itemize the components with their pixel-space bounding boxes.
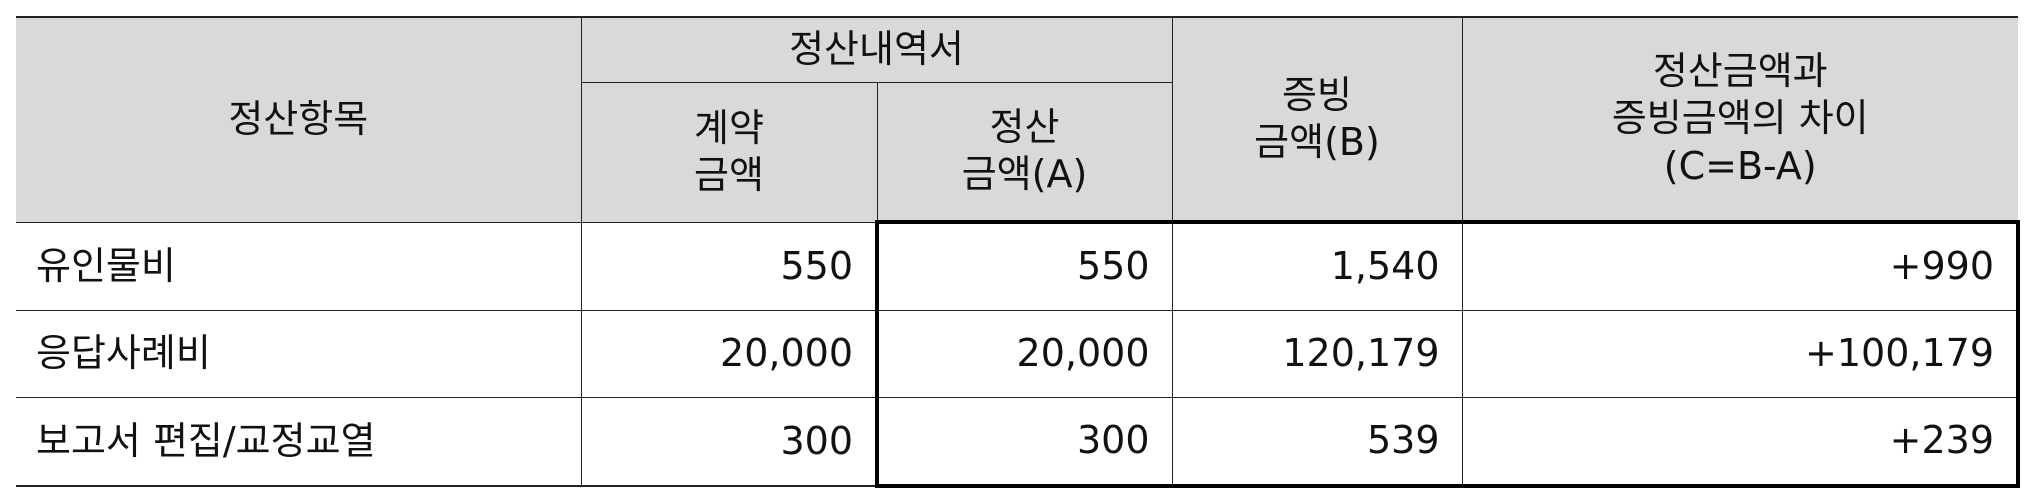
table-row: 보고서 편집/교정교열 300 300 539 +239 (16, 397, 2020, 488)
item-cell: 유인물비 (16, 221, 582, 311)
amount-cell: 1,540 (1171, 220, 1463, 311)
item-cell: 응답사례비 (16, 310, 582, 398)
item-cell: 보고서 편집/교정교열 (16, 397, 582, 487)
header-cell: 정산내역서 (580, 16, 1173, 83)
amount-cell: +100,179 (1461, 310, 2020, 398)
amount-cell: 300 (580, 397, 878, 487)
amount-cell: +239 (1461, 397, 2020, 488)
header-cell: 증빙 금액(B) (1171, 16, 1463, 223)
header-cell: 정산항목 (16, 16, 582, 223)
amount-cell: 539 (1171, 397, 1463, 488)
header-cell: 정산 금액(A) (876, 81, 1172, 223)
amount-cell: 20,000 (875, 310, 1173, 398)
amount-cell: 550 (875, 220, 1173, 311)
amount-cell: 120,179 (1171, 310, 1463, 398)
header-cell: 정산금액과 증빙금액의 차이 (C=B-A) (1461, 16, 2018, 223)
amount-cell: +990 (1461, 220, 2020, 311)
table-row: 응답사례비 20,000 20,000 120,179 +100,179 (16, 310, 2020, 398)
amount-cell: 20,000 (580, 310, 878, 398)
table-row: 유인물비 550 550 1,540 +990 (16, 220, 2020, 311)
table-body: 유인물비 550 550 1,540 +990 응답사례비 20,000 20,000 120,… (16, 220, 2020, 488)
settlement-table: 정산항목 정산내역서 증빙 금액(B) 정산금액과 증빙금액의 차이 (C=B-… (16, 16, 2020, 488)
amount-cell: 550 (580, 221, 878, 311)
amount-cell: 300 (875, 397, 1173, 488)
header-cell: 계약 금액 (581, 81, 878, 223)
